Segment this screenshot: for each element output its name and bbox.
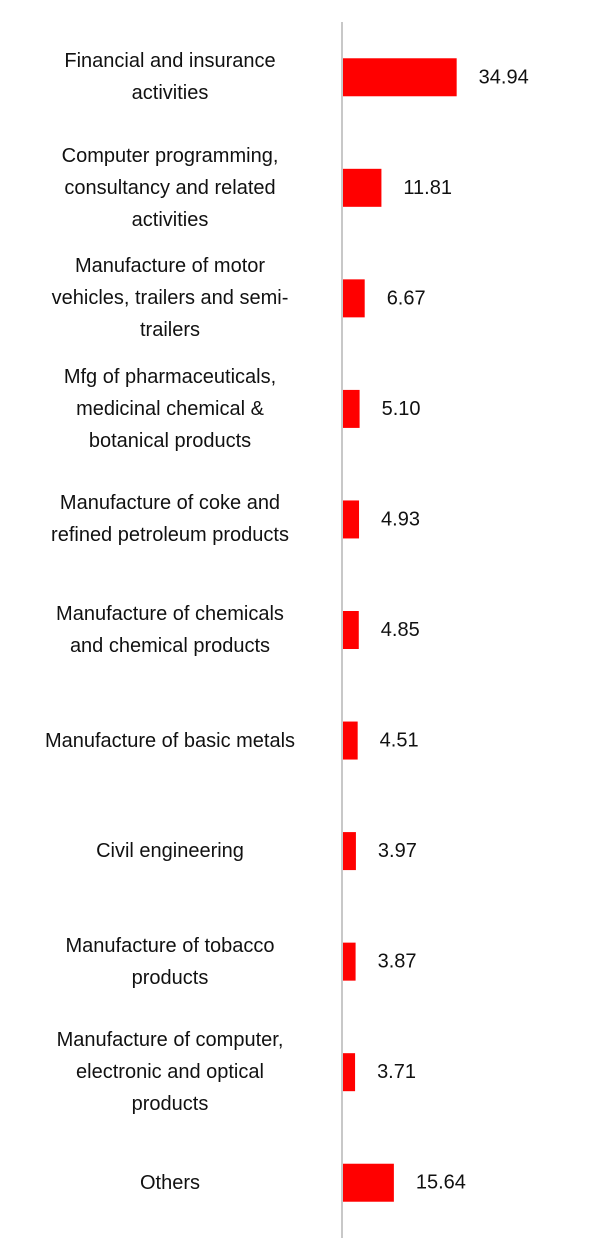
bar-value-label: 3.87 — [378, 951, 417, 973]
category-label-line: consultancy and related — [64, 176, 276, 199]
category-label: Manufacture of basic metals — [10, 725, 330, 757]
category-label-line: Financial and insurance — [64, 50, 276, 73]
category-label-line: activities — [131, 82, 209, 105]
category-label: Manufacture of computer, electronic and o… — [10, 1024, 330, 1120]
category-label-line: vehicles, trailers and semi- — [51, 287, 289, 310]
category-label: Manufacture of chemicals and chemical pro… — [10, 598, 330, 662]
category-label-line: Others — [139, 1171, 201, 1194]
category-label-line: Manufacture of tobacco — [65, 934, 275, 957]
bars-group — [343, 58, 457, 1202]
category-label-line: Computer programming, — [61, 144, 279, 167]
category-label-line: medicinal chemical & — [76, 397, 264, 420]
bar-value-label: 15.64 — [416, 1172, 466, 1194]
category-label-line: Manufacture of motor — [74, 255, 266, 278]
bar-value-label: 4.51 — [380, 730, 419, 752]
bar-value-label: 6.67 — [387, 287, 426, 309]
bar — [343, 942, 356, 981]
category-label: Mfg of pharmaceuticals, medicinal chemica… — [10, 361, 330, 457]
category-label-line: Manufacture of basic metals — [44, 729, 296, 752]
bar — [343, 58, 457, 97]
category-label: Others — [10, 1167, 330, 1199]
category-label: Financial and insurance activities — [10, 45, 330, 109]
category-label-line: electronic and optical — [76, 1061, 264, 1084]
category-label-line: and chemical products — [69, 635, 271, 657]
category-label-line: activities — [131, 208, 209, 231]
bar — [343, 1163, 394, 1202]
category-label-line: Manufacture of chemicals — [56, 603, 284, 625]
bar-value-label: 4.93 — [381, 508, 420, 530]
category-label-line: botanical products — [88, 429, 252, 452]
category-label-line: Manufacture of coke and — [59, 492, 281, 515]
bar-value-label: 11.81 — [403, 177, 452, 199]
category-label-line: Civil engineering — [96, 840, 244, 863]
category-label-line: trailers — [139, 319, 200, 342]
category-label: Civil engineering — [10, 835, 330, 867]
category-label: Manufacture of tobacco products — [10, 930, 330, 994]
bar — [343, 389, 360, 428]
category-label-line: refined petroleum products — [51, 524, 289, 547]
value-labels-group: 34.94 11.81 6.67 5.10 4.93 4.85 4.51 3.97 3.87 3.… — [377, 66, 529, 1193]
bar-value-label: 4.85 — [381, 619, 420, 641]
category-label: Computer programming, consultancy and rel… — [10, 140, 330, 236]
bar — [343, 832, 356, 871]
category-label: Manufacture of motor vehicles, trailers a… — [10, 250, 330, 346]
bar-value-label: 34.94 — [479, 66, 529, 88]
bar — [343, 611, 359, 649]
category-label-line: Mfg of pharmaceuticals, — [63, 365, 277, 388]
category-label-line: products — [131, 966, 209, 989]
bar — [343, 279, 365, 318]
bar-value-label: 3.97 — [378, 840, 417, 862]
bar — [343, 721, 358, 760]
category-label-line: products — [131, 1093, 209, 1116]
bar-value-label: 3.71 — [377, 1061, 416, 1083]
category-label-line: Manufacture of computer, — [56, 1029, 284, 1052]
bar — [343, 1053, 356, 1092]
category-label: Manufacture of coke and refined petroleum… — [10, 487, 330, 551]
bar — [343, 168, 382, 207]
bar — [343, 500, 360, 539]
bar-value-label: 5.10 — [382, 398, 421, 420]
